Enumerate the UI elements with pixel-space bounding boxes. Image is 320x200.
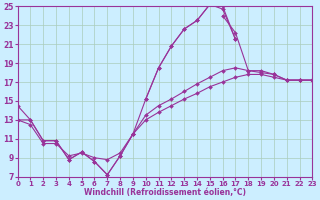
X-axis label: Windchill (Refroidissement éolien,°C): Windchill (Refroidissement éolien,°C) [84,188,246,197]
